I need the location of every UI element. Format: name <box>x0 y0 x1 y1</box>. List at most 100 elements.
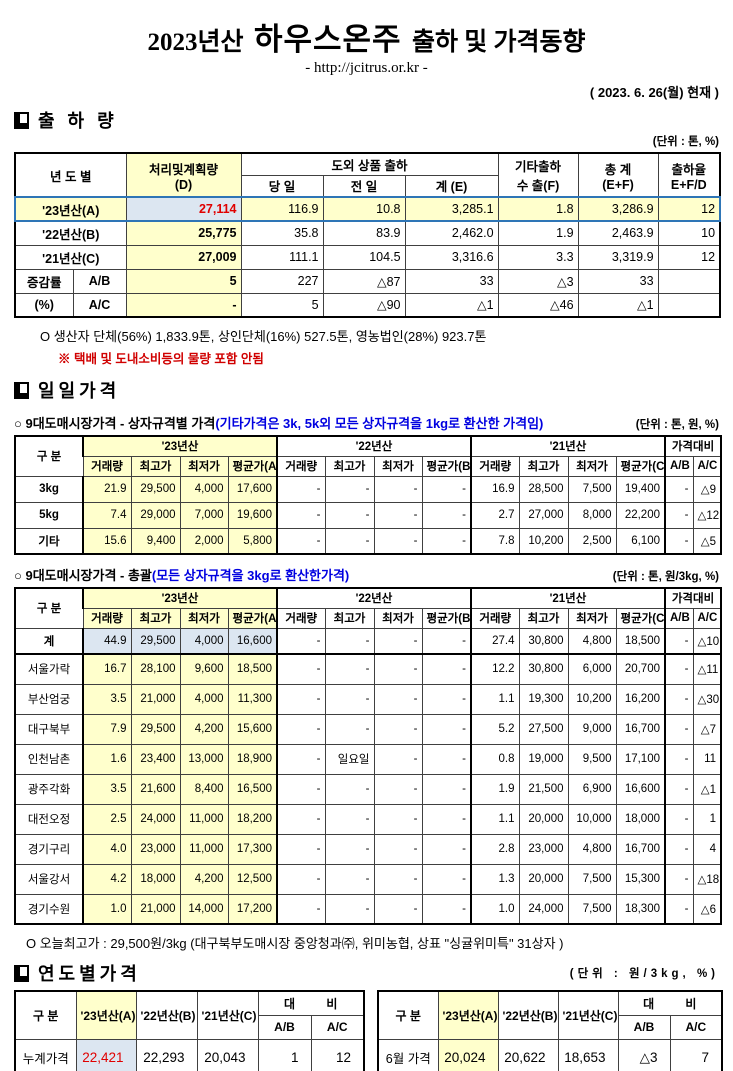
table-cell: △10 <box>692 627 722 655</box>
table-cell: 7,500 <box>567 475 617 503</box>
table-cell: 대구북부 <box>14 713 84 745</box>
table-cell: 2,500 <box>567 527 617 555</box>
col-avg-a: 평균가(A) <box>227 455 278 477</box>
by-box-heading-row: ○ 9대도매시장가격 - 상자규격별 가격(기타가격은 3k, 5k외 모든 상… <box>14 413 719 432</box>
table-cell: - <box>664 743 694 775</box>
table-cell: - <box>324 803 375 835</box>
table-row: 인천남촌 1.6 23,400 13,000 18,900- 일요일 - -0.8 19,000… <box>14 743 722 775</box>
table-cell: 2.7 <box>470 501 520 529</box>
col-low: 최저가 <box>179 607 229 629</box>
table-cell: - <box>664 627 694 655</box>
shipment-table: 년 도 별 처리및계획량 (D) 도외 상품 출하 기타출하 수 출(F) 총 … <box>13 152 722 318</box>
col-other-export: 기타출하 수 출(F) <box>497 152 579 198</box>
table-cell: A/B <box>72 268 127 294</box>
table-cell: 11,000 <box>179 833 229 865</box>
table-cell: - <box>373 713 423 745</box>
col-total-line2: (E+F) <box>602 177 634 192</box>
col-avg-a: 평균가(A) <box>227 607 278 629</box>
table-cell: - <box>324 833 375 865</box>
table-cell: - <box>373 803 423 835</box>
table-cell: 11 <box>692 743 722 775</box>
table-cell: 16.9 <box>470 475 520 503</box>
table-cell: △18 <box>692 863 722 895</box>
title-url: - http://jcitrus.or.kr - <box>305 60 428 76</box>
col-rate-line1: 출하율 <box>671 162 707 177</box>
table-cell: 10 <box>657 220 721 246</box>
table-cell: 27.4 <box>470 627 520 655</box>
table-cell: 17,100 <box>615 743 666 775</box>
table-cell: 9,600 <box>179 653 229 685</box>
table-cell: - <box>276 743 326 775</box>
table-cell: - <box>373 627 423 655</box>
table-cell: 부산엄궁 <box>14 683 84 715</box>
col-planned-qty: 처리및계획량 (D) <box>125 152 242 198</box>
table-cell: 21,600 <box>130 773 181 805</box>
col-group-y21: '21년산 <box>470 435 666 457</box>
summary-heading: ○ 9대도매시장가격 - 총괄(모든 상자규격을 3kg로 환산한가격) <box>14 565 349 584</box>
table-cell: 15,300 <box>615 863 666 895</box>
col-other-line2: 수 출(F) <box>516 179 560 193</box>
table-cell: 0.8 <box>470 743 520 775</box>
table-cell: △12 <box>692 501 722 529</box>
col-high: 최고가 <box>324 607 375 629</box>
table-cell: 16,200 <box>615 683 666 715</box>
table-cell: - <box>421 527 472 555</box>
table-cell: 1.1 <box>470 803 520 835</box>
table-cell: 16,700 <box>615 713 666 745</box>
table-cell: 27,000 <box>518 501 569 529</box>
table-cell: - <box>421 803 472 835</box>
price-by-box-body: 3kg 21.9 29,500 4,000 17,600- - - -16.9 28,500 7,… <box>14 475 722 555</box>
table-cell: 18,900 <box>227 743 278 775</box>
table-cell: 6월 가격 <box>377 1038 439 1071</box>
table-cell: 20,700 <box>615 653 666 685</box>
table-cell: - <box>664 803 694 835</box>
table-cell: - <box>276 863 326 895</box>
by-box-note: (기타가격은 3k, 5k외 모든 상자규격을 1kg로 환산한 가격임) <box>215 416 544 431</box>
table-cell: 17,300 <box>227 833 278 865</box>
table-cell: 1.6 <box>82 743 132 775</box>
table-row: 증감률 A/B 5 227 △87 33 △3 33 <box>14 268 721 294</box>
table-cell: 44.9 <box>82 627 132 655</box>
table-cell: 27,500 <box>518 713 569 745</box>
section-yearly-title: 연도별가격 <box>38 964 141 984</box>
table-cell: 27,009 <box>125 244 242 270</box>
col-group-y23: '23년산 <box>82 587 278 609</box>
table-cell: 18,300 <box>615 893 666 925</box>
table-row: (%) A/C -5 △90 △1 △46 △1 <box>14 292 721 318</box>
section-daily-heading: 일일가격 <box>14 377 719 403</box>
yearly-june-table: 구 분 '23년산(A) '22년산(B) '21년산(C) 대 비 A/B A… <box>377 990 724 1071</box>
section-square-icon <box>14 111 29 129</box>
table-cell: 116.9 <box>240 196 324 222</box>
table-cell: - <box>373 475 423 503</box>
table-cell: 18,000 <box>615 803 666 835</box>
table-cell: - <box>421 683 472 715</box>
table-cell: 서울가락 <box>14 653 84 685</box>
section-daily-title: 일일가격 <box>38 381 121 401</box>
table-cell: 17,600 <box>227 475 278 503</box>
table-cell: 11,300 <box>227 683 278 715</box>
table-cell: - <box>664 683 694 715</box>
col-low: 최저가 <box>373 607 423 629</box>
table-cell: 5,800 <box>227 527 278 555</box>
table-cell: 21.9 <box>82 475 132 503</box>
table-cell: 7.9 <box>82 713 132 745</box>
table-cell: 19,600 <box>227 501 278 529</box>
table-cell: 7,500 <box>567 893 617 925</box>
table-cell: 29,500 <box>130 475 181 503</box>
table-row: '22년산(B) 25,775 35.8 83.9 2,462.0 1.9 2,463.9 1… <box>14 220 721 246</box>
table-cell: - <box>664 713 694 745</box>
col-y22b: '22년산(B) <box>497 990 559 1040</box>
table-cell: 경기수원 <box>14 893 84 925</box>
table-cell: - <box>664 863 694 895</box>
table-cell: 6,100 <box>615 527 666 555</box>
section-square-icon <box>14 964 29 982</box>
section-square-icon <box>14 381 29 399</box>
table-cell: - <box>373 527 423 555</box>
table-cell: 4,800 <box>567 627 617 655</box>
table-cell: 광주각화 <box>14 773 84 805</box>
table-cell: 18,653 <box>557 1038 619 1071</box>
col-high: 최고가 <box>518 607 569 629</box>
table-cell: 4.2 <box>82 863 132 895</box>
table-cell: 22,200 <box>615 501 666 529</box>
